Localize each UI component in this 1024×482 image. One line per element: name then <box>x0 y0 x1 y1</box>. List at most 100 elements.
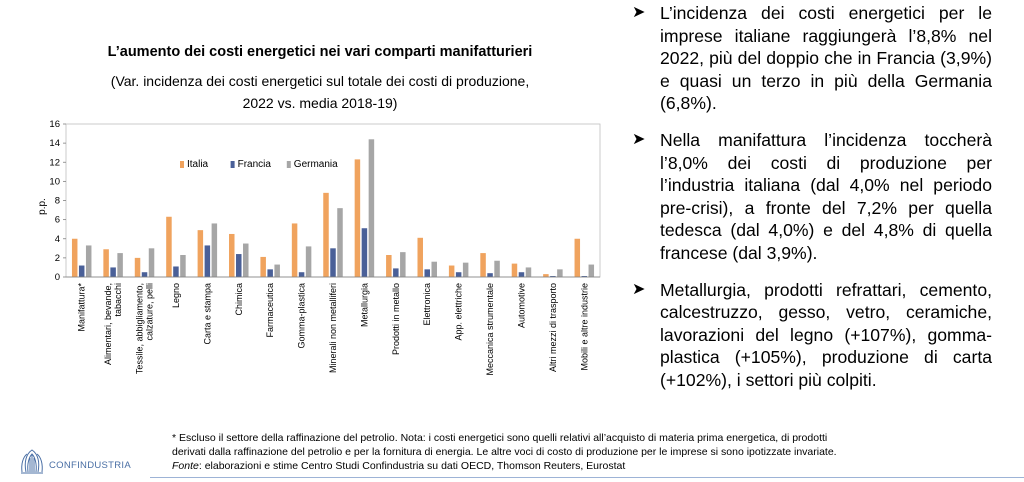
bar-italia <box>291 223 298 277</box>
y-tick-label: 2 <box>55 253 60 264</box>
x-tick-label: Farmaceutica <box>265 283 275 338</box>
bar-francia <box>361 228 368 277</box>
legend-swatch-germania <box>286 161 291 168</box>
bar-francia <box>518 272 525 277</box>
x-tick-label: Chimica <box>234 283 244 316</box>
source-text: : elaborazioni e stime Centro Studi Conf… <box>198 460 626 472</box>
x-tick-label: Elettronica <box>422 283 432 326</box>
x-tick-label-line: Alimentari, bevande, <box>103 283 113 365</box>
bar-francia <box>173 266 179 277</box>
bar-germania <box>337 208 343 277</box>
bar-francia <box>581 276 588 277</box>
x-tick-label: Meccanica strumentale <box>485 283 495 376</box>
bar-germania <box>368 139 375 277</box>
x-tick-label: Legno <box>171 283 181 308</box>
arrow-bullet-icon: ➤ <box>632 280 646 298</box>
y-tick-label: 16 <box>49 119 60 130</box>
x-tick-label-line: Automotive <box>516 283 526 328</box>
footnote-line-1: * Escluso il settore della raffinazione … <box>172 432 828 444</box>
y-axis-label: p.p. <box>37 198 48 215</box>
bar-germania <box>525 267 532 277</box>
legend-label: Germania <box>294 159 338 170</box>
bar-italia <box>71 238 78 277</box>
bar-italia <box>229 233 235 277</box>
bar-italia <box>480 253 486 277</box>
bar-germania <box>180 255 186 277</box>
x-tick-label-line: Gomma-plastica <box>297 283 307 349</box>
bullet-text: L’incidenza dei costi energetici per le … <box>660 3 992 114</box>
bar-italia <box>417 237 423 277</box>
bullet-text: Metallurgia, prodotti refrattari, cement… <box>660 279 992 390</box>
bar-francia <box>204 245 211 277</box>
bar-italia <box>354 159 361 277</box>
arrow-bullet-icon: ➤ <box>632 4 646 21</box>
x-tick-label: Gomma-plastica <box>297 283 307 349</box>
x-tick-label-line: Metallurgia <box>359 283 369 327</box>
y-tick-label: 4 <box>55 234 60 245</box>
bar-francia <box>78 265 85 277</box>
y-tick-label: 8 <box>55 196 60 207</box>
y-tick-label: 0 <box>55 272 60 283</box>
bar-francia <box>267 269 273 277</box>
bar-germania <box>211 223 218 277</box>
x-tick-label: Prodotti in metallo <box>391 283 401 355</box>
bar-italia <box>323 192 329 277</box>
chart-title: L’aumento dei costi energetici nei vari … <box>107 44 533 60</box>
bar-francia <box>455 272 462 277</box>
x-tick-label: Carta e stampa <box>202 283 212 345</box>
legend-swatch-francia <box>230 161 235 168</box>
bar-italia <box>511 263 518 277</box>
bar-italia <box>386 255 392 277</box>
x-tick-label-line: Chimica <box>234 283 244 316</box>
legend-label: Francia <box>238 159 272 170</box>
x-tick-label: Metallurgia <box>359 283 369 327</box>
bar-germania <box>462 262 469 277</box>
bar-italia <box>543 274 549 277</box>
x-tick-label-line: Legno <box>171 283 181 308</box>
logo-text: CONFINDUSTRIA <box>49 460 132 471</box>
x-tick-label-line: Altri mezzi di trasporto <box>548 283 558 372</box>
bar-germania <box>148 248 155 277</box>
bar-germania <box>557 269 563 277</box>
bar-italia <box>260 256 266 277</box>
bar-francia <box>330 248 336 277</box>
bullet-list: ➤ L’incidenza dei costi energetici per le… <box>632 2 992 406</box>
x-tick-label-line: Elettronica <box>422 283 432 326</box>
bar-francia <box>393 268 399 277</box>
bar-germania <box>494 260 500 277</box>
chart-subtitle: (Var. incidenza dei costi energetici sul… <box>40 70 600 114</box>
bar-italia <box>574 238 581 277</box>
bar-italia <box>103 249 109 277</box>
arrow-bullet-icon: ➤ <box>632 130 646 148</box>
y-tick-label: 12 <box>49 157 60 168</box>
bar-germania <box>305 246 312 277</box>
bottom-rule <box>150 477 1024 478</box>
bullet-text: Nella manifattura l’incidenza toccherà l… <box>660 129 992 263</box>
bar-italia <box>166 216 172 277</box>
bar-francia <box>141 272 148 277</box>
bar-italia <box>197 230 204 277</box>
x-tick-label: Manifattura* <box>77 283 87 332</box>
bar-francia <box>424 269 430 277</box>
y-tick-label: 14 <box>49 138 60 149</box>
x-tick-label-line: Carta e stampa <box>202 283 212 345</box>
x-tick-label-line: Minerali non metalliferi <box>328 283 338 373</box>
legend-swatch-italia <box>180 161 184 168</box>
x-tick-label: Alimentari, bevande,tabacchi <box>103 283 123 365</box>
footnote: * Escluso il settore della raffinazione … <box>172 431 952 473</box>
bar-francia <box>550 276 556 277</box>
x-tick-label-line: Prodotti in metallo <box>391 283 401 355</box>
bar-francia <box>236 254 242 277</box>
x-tick-label-line: Farmaceutica <box>265 283 275 338</box>
chart-subtitle-line-2: 2022 vs. media 2018-19) <box>242 95 398 111</box>
bullet-item: ➤ Nella manifattura l’incidenza toccherà … <box>632 129 992 265</box>
y-tick-label: 10 <box>49 176 60 187</box>
x-tick-label: Tessile, abbigliamento,calzature, pelli <box>135 283 155 374</box>
bar-chart: 0 2 4 6 8 10 12 14 16 p.p. Manifattura* Alimentari,… <box>37 119 601 376</box>
source-label: Fonte <box>172 460 199 472</box>
legend-label: Italia <box>187 159 209 170</box>
y-tick-label: 6 <box>55 215 60 226</box>
bar-francia <box>298 272 305 277</box>
x-tick-label-line: tabacchi <box>113 283 123 317</box>
bar-francia <box>487 273 493 277</box>
